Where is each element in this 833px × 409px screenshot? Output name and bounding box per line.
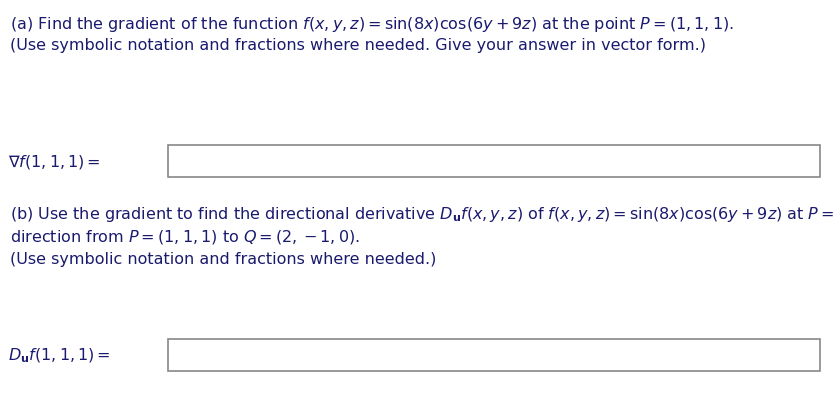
Text: (b) Use the gradient to find the directional derivative $D_{\mathbf{u}}f(x, y, z: (b) Use the gradient to find the directi…	[10, 204, 833, 223]
Text: $\nabla f(1, 1, 1) =$: $\nabla f(1, 1, 1) =$	[8, 153, 101, 171]
Text: $D_{\mathbf{u}}f(1, 1, 1) =$: $D_{\mathbf{u}}f(1, 1, 1) =$	[8, 346, 111, 364]
Text: (Use symbolic notation and fractions where needed. Give your answer in vector fo: (Use symbolic notation and fractions whe…	[10, 38, 706, 53]
Text: direction from $P = (1, 1, 1)$ to $Q = (2, -1, 0)$.: direction from $P = (1, 1, 1)$ to $Q = (…	[10, 227, 360, 245]
FancyBboxPatch shape	[168, 339, 820, 371]
FancyBboxPatch shape	[168, 146, 820, 178]
Text: (Use symbolic notation and fractions where needed.): (Use symbolic notation and fractions whe…	[10, 252, 436, 266]
Text: (a) Find the gradient of the function $f(x, y, z) = \sin(8x)\cos(6y + 9z)$ at th: (a) Find the gradient of the function $f…	[10, 15, 734, 34]
